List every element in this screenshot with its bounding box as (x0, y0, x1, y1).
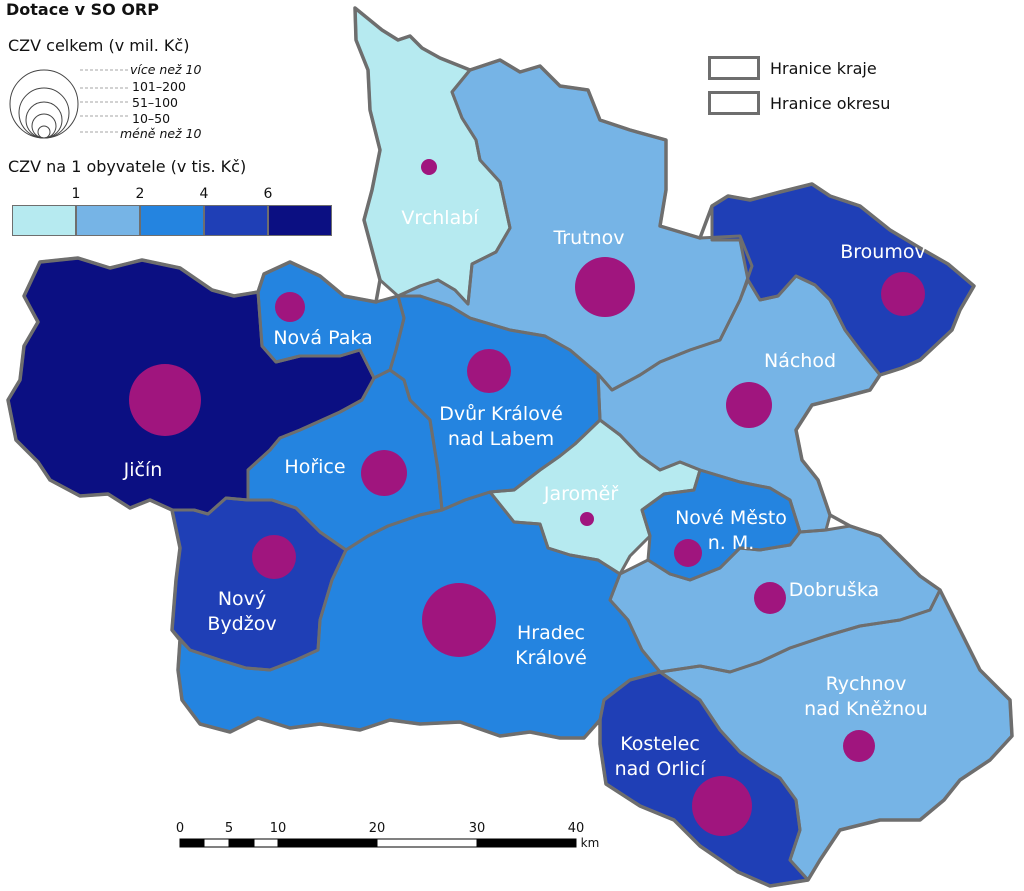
scale-segment (376, 838, 478, 848)
region-label-line: Hořice (284, 456, 346, 478)
region-label-kostelec-nad-orlici: Kostelec nad Orlicí (615, 732, 706, 782)
region-label-novy-bydzov: Nový Bydžov (207, 587, 276, 637)
region-label-line: Jičín (123, 459, 163, 481)
scale-segment (203, 838, 230, 848)
legend-size-circles (9, 69, 128, 139)
kraj-boundary (6, 6, 1014, 888)
scale-tick-label: 20 (368, 821, 386, 836)
legend-boundary-kraj-label: Hranice kraje (770, 59, 877, 78)
region-label-dobruska: Dobruška (789, 578, 879, 603)
scale-tick-label: 0 (175, 821, 185, 836)
scale-segment (179, 838, 205, 848)
subsidy-circle-dobruska (754, 582, 786, 614)
region-label-vrchlabi: Vrchlabí (401, 206, 478, 231)
legend-size-class: více než 10 (130, 62, 202, 77)
legend-color-title: CZV na 1 obyvatele (v tis. Kč) (8, 157, 247, 176)
scale-unit: km (580, 836, 600, 850)
region-label-nove-mesto-n-m: Nové Město n. M. (675, 506, 787, 556)
region-label-line: Kostelec (620, 733, 700, 755)
subsidy-circle-vrchlabi (421, 159, 437, 175)
scale-segment (253, 838, 279, 848)
region-label-broumov: Broumov (840, 240, 925, 265)
legend-size-class: 10–50 (132, 111, 171, 126)
legend-color-break: 6 (263, 186, 273, 202)
subsidy-circle-nachod (726, 382, 772, 428)
region-label-line: Bydžov (207, 613, 277, 635)
legend-color-bin (204, 205, 268, 236)
region-label-line: Dvůr Králové (439, 403, 563, 425)
region-label-line: Rychnov (825, 673, 907, 695)
subsidy-circle-dvur-kralove-nad-labem (467, 349, 511, 393)
region-label-line: Nová Paka (273, 327, 373, 349)
subsidy-circles (129, 159, 925, 836)
region-label-line: Trutnov (553, 227, 625, 249)
region-label-line: Králové (515, 647, 587, 669)
legend-boundary-okres-label: Hranice okresu (770, 94, 891, 113)
region-label-jicin: Jičín (124, 458, 163, 483)
subsidy-circle-kostelec-nad-orlici (692, 776, 752, 836)
region-label-line: nad Kněžnou (804, 698, 928, 720)
legend-color-break: 2 (135, 186, 145, 202)
subsidy-circle-jaromer (580, 512, 594, 526)
region-label-line: Hradec (517, 622, 585, 644)
scale-segment (277, 838, 378, 848)
legend-color-bin (140, 205, 204, 236)
legend-boundary-okres-swatch (708, 91, 760, 115)
legend-size-circle (37, 125, 51, 139)
region-label-line: nad Orlicí (614, 758, 706, 780)
subsidy-circle-broumov (881, 272, 925, 316)
region-label-line: Dobruška (788, 579, 880, 601)
subsidy-circle-jicin (129, 364, 201, 436)
subsidy-circle-novy-bydzov (252, 535, 296, 579)
scale-tick-label: 10 (269, 821, 287, 836)
legend-size-class: 51–100 (132, 95, 179, 110)
subsidy-circle-hradec-kralove (422, 583, 496, 657)
map-title: Dotace v SO ORP (6, 0, 159, 19)
scale-bar (179, 838, 577, 848)
scale-tick-label: 30 (468, 821, 486, 836)
region-label-jaromer: Jaroměř (544, 482, 618, 507)
region-label-line: Vrchlabí (401, 207, 479, 229)
legend-color-bin (12, 205, 76, 236)
scale-segment (228, 838, 255, 848)
legend-size-circle (25, 101, 63, 139)
legend-color-break: 1 (71, 186, 81, 202)
legend-boundary-kraj-swatch (708, 56, 760, 80)
subsidy-circle-horice (361, 450, 407, 496)
region-label-nova-paka: Nová Paka (273, 326, 372, 351)
legend-color-break: 4 (199, 186, 209, 202)
scale-tick-label: 40 (567, 821, 585, 836)
region-label-horice: Hořice (284, 455, 345, 480)
legend-size-class: méně než 10 (120, 126, 202, 141)
scale-tick-label: 5 (224, 821, 234, 836)
region-label-line: Broumov (840, 241, 926, 263)
region-label-line: Nové Město (675, 507, 787, 529)
scale-segment (476, 838, 577, 848)
subsidy-circle-trutnov (575, 257, 635, 317)
region-border (6, 6, 1014, 888)
region-label-nachod: Náchod (764, 349, 836, 374)
legend-size-class: 101–200 (132, 79, 186, 94)
region-label-line: nad Labem (447, 428, 555, 450)
region-label-line: Jaroměř (543, 483, 619, 505)
legend-color-bin (76, 205, 140, 236)
subsidy-circle-rychnov-nad-kneznou (843, 730, 875, 762)
subsidy-circle-nove-mesto-n-m (674, 539, 702, 567)
region-label-line: Nový (217, 588, 267, 610)
legend-size-title: CZV celkem (v mil. Kč) (8, 36, 190, 55)
region-label-line: Náchod (763, 350, 837, 372)
region-label-trutnov: Trutnov (553, 226, 624, 251)
legend-size-circle (18, 87, 70, 139)
region-label-line: n. M. (707, 532, 755, 554)
region-label-hradec-kralove: Hradec Králové (515, 621, 587, 671)
subsidy-circle-nova-paka (275, 292, 305, 322)
legend-color-bin (268, 205, 332, 236)
region-label-rychnov-nad-kneznou: Rychnov nad Kněžnou (804, 672, 928, 722)
region-label-dvur-kralove-nad-labem: Dvůr Králové nad Labem (439, 402, 563, 452)
